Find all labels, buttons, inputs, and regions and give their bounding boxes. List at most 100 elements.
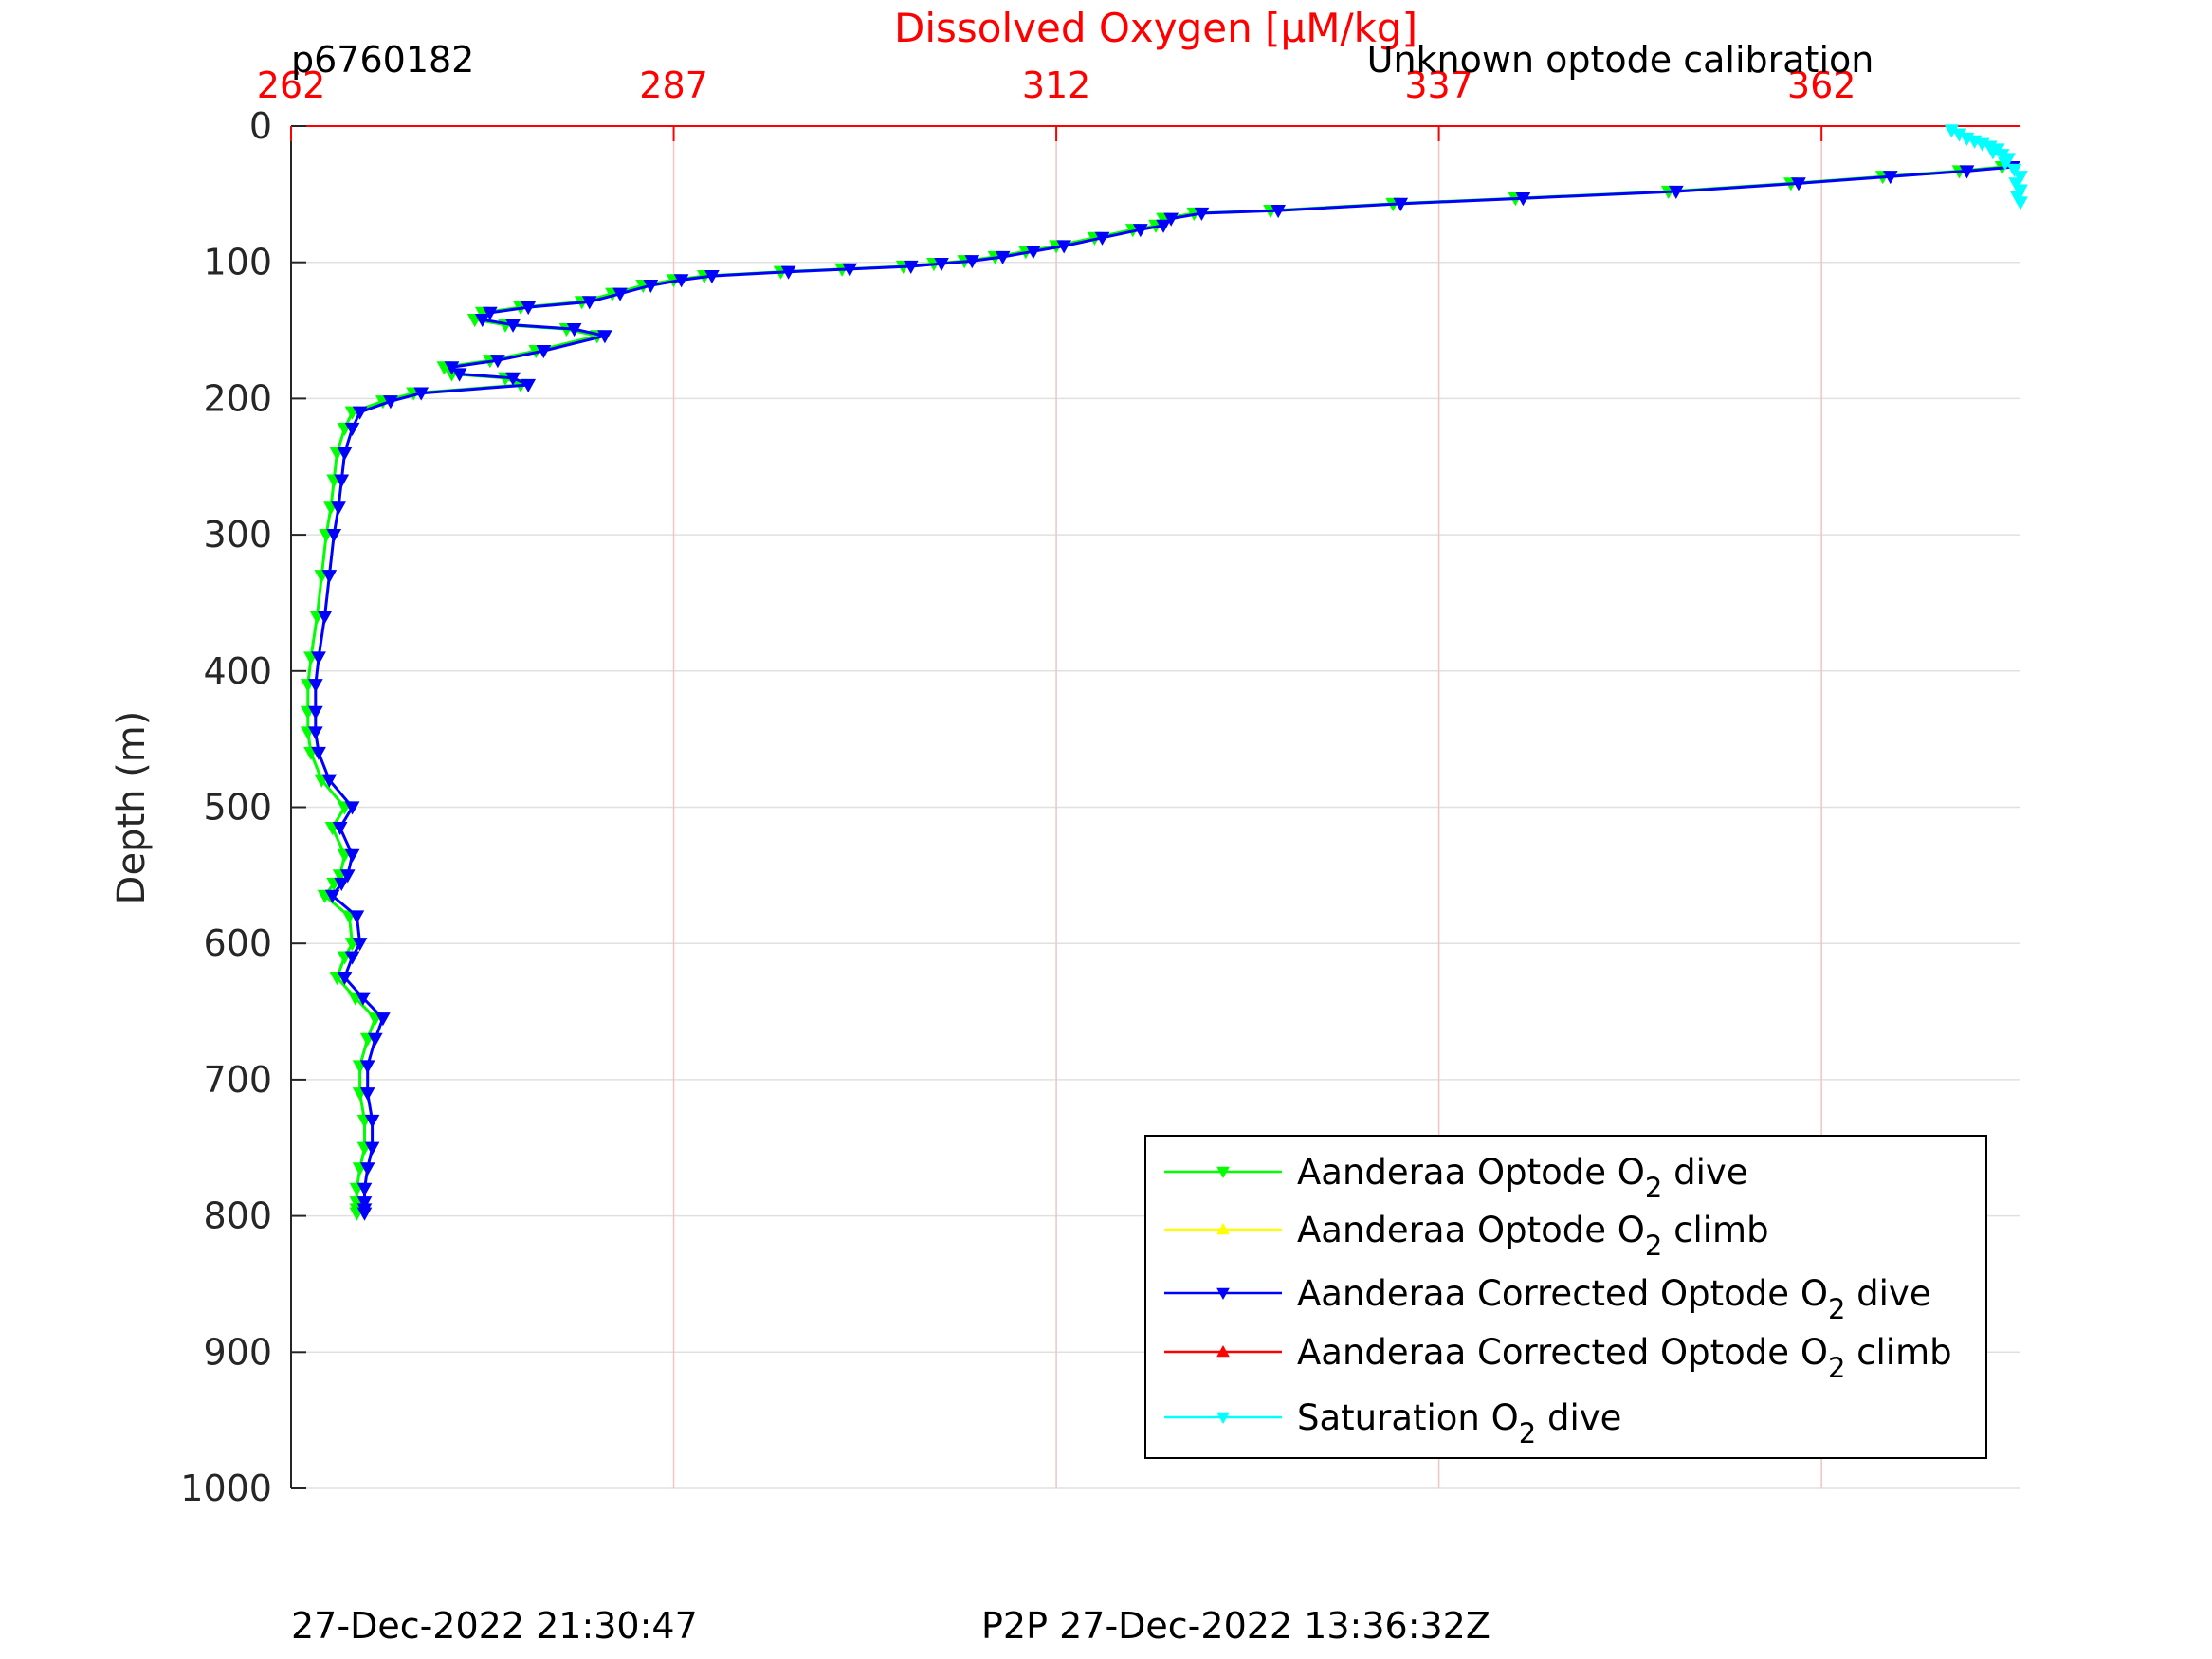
data-point <box>995 250 1011 264</box>
data-point <box>643 280 659 294</box>
glider-id: p6760182 <box>291 39 474 81</box>
data-point <box>2013 171 2028 185</box>
data-point <box>1998 156 2013 171</box>
series-2 <box>307 161 2020 1221</box>
data-point <box>2013 196 2028 210</box>
data-point <box>359 1162 375 1176</box>
data-point <box>1515 192 1531 207</box>
legend-marker <box>1216 1412 1230 1425</box>
y-tick-label: 700 <box>203 1059 272 1101</box>
data-point <box>1959 165 1975 179</box>
x-tick-label: 262 <box>257 64 326 106</box>
data-point <box>2013 184 2028 198</box>
data-point <box>321 570 338 584</box>
data-point <box>521 301 537 316</box>
legend-box <box>1144 1135 1987 1459</box>
data-point <box>2008 177 2024 191</box>
data-point <box>612 287 628 301</box>
chart-title: Dissolved Oxygen [μM/kg] <box>894 5 1417 51</box>
data-point <box>337 447 353 461</box>
data-point <box>505 372 521 386</box>
data-point <box>780 265 796 280</box>
legend-item: Saturation O2 dive <box>1164 1397 1621 1449</box>
data-point <box>349 910 365 924</box>
data-point <box>1163 212 1179 227</box>
y-tick-label: 400 <box>203 650 272 692</box>
series-4 <box>1944 124 2028 210</box>
data-point <box>356 1196 373 1211</box>
data-point <box>321 774 338 788</box>
footer-timestamp: 27-Dec-2022 21:30:47 <box>291 1605 698 1647</box>
data-point <box>451 368 467 382</box>
y-tick-label: 0 <box>249 105 272 147</box>
x-axis: 262 287 312 337 362 <box>257 64 1856 141</box>
data-point <box>383 395 398 410</box>
data-point <box>356 1182 373 1196</box>
data-point <box>704 269 720 284</box>
y-tick-label: 100 <box>203 242 272 283</box>
data-point <box>364 1114 380 1129</box>
legend-marker <box>1216 1166 1230 1179</box>
y-axis: 0 100 200 300 400 500 600 700 800 900 1000 <box>180 105 306 1509</box>
legend-label: Aanderaa Optode O2 dive <box>1297 1152 1748 1204</box>
legend-marker <box>1216 1287 1230 1301</box>
legend-label: Aanderaa Corrected Optode O2 climb <box>1297 1332 1952 1384</box>
data-point <box>1791 177 1806 191</box>
series-group <box>300 124 2028 1221</box>
data-point <box>356 1207 373 1221</box>
x-tick-label: 337 <box>1404 64 1473 106</box>
grid <box>291 126 2020 1489</box>
legend-item: Aanderaa Corrected Optode O2 dive <box>1164 1273 1931 1325</box>
data-point <box>344 951 360 965</box>
y-tick-label: 800 <box>203 1195 272 1237</box>
data-point <box>482 306 498 320</box>
data-point <box>339 869 356 884</box>
legend-label: Saturation O2 dive <box>1297 1397 1621 1449</box>
data-point <box>1882 171 1898 185</box>
data-point <box>903 260 919 275</box>
data-point <box>317 611 333 625</box>
data-point <box>359 1087 375 1102</box>
data-point <box>1056 240 1072 254</box>
data-point <box>367 1032 383 1047</box>
data-point <box>375 1012 391 1027</box>
y-tick-label: 1000 <box>180 1468 272 1509</box>
y-tick-label: 500 <box>203 787 272 829</box>
data-point <box>964 255 980 269</box>
data-point <box>1393 197 1409 211</box>
y-tick-label: 200 <box>203 377 272 419</box>
data-point <box>326 529 342 543</box>
legend-label: Aanderaa Optode O2 climb <box>1297 1210 1769 1262</box>
data-point <box>344 422 360 437</box>
data-point <box>332 821 348 836</box>
data-point <box>1271 204 1286 219</box>
data-point <box>331 501 346 516</box>
data-point <box>352 406 368 420</box>
data-point <box>2006 163 2022 178</box>
legend-item: Aanderaa Optode O2 climb <box>1164 1210 1769 1262</box>
data-point <box>413 387 430 401</box>
data-point <box>536 345 552 359</box>
data-point <box>307 726 323 740</box>
data-point <box>344 848 360 863</box>
data-point <box>842 263 858 277</box>
calibration-note: Unknown optode calibration <box>1367 39 1874 81</box>
data-point <box>1668 185 1684 200</box>
y-tick-label: 900 <box>203 1331 272 1373</box>
y-tick-label: 300 <box>203 514 272 556</box>
data-point <box>566 323 582 337</box>
data-point <box>311 746 326 761</box>
data-point <box>597 330 612 344</box>
legend: Aanderaa Optode O2 dive Aanderaa Optode O… <box>1144 1135 1987 1459</box>
data-point <box>490 355 505 369</box>
data-point <box>934 258 949 272</box>
x-tick-label: 362 <box>1787 64 1856 106</box>
data-point <box>474 313 490 328</box>
data-point <box>307 679 323 693</box>
data-point <box>311 651 326 665</box>
data-point <box>673 274 689 288</box>
data-point <box>1026 246 1041 260</box>
footer-p2p: P2P 27-Dec-2022 13:36:32Z <box>981 1605 1490 1647</box>
data-point <box>324 889 340 903</box>
